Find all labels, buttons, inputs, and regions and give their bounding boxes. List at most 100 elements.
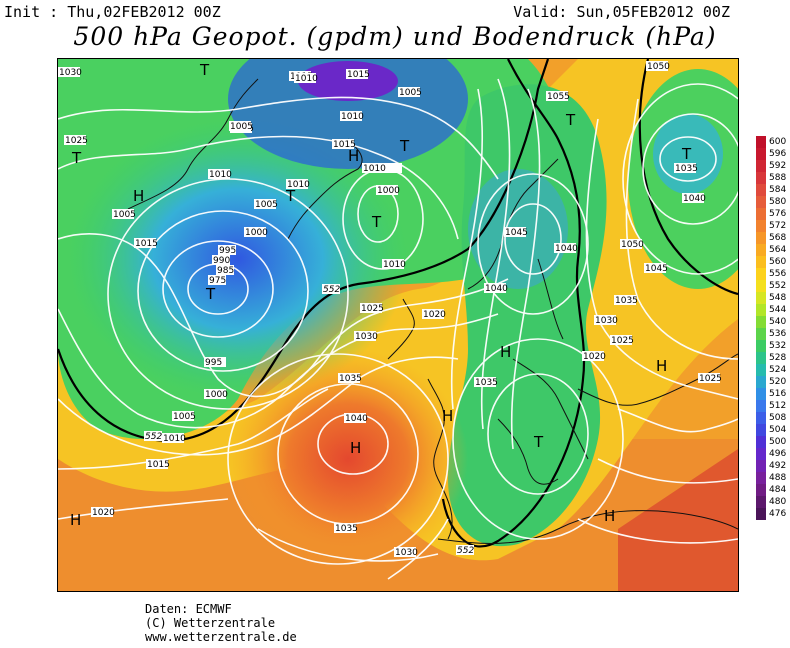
legend-swatch — [756, 460, 766, 472]
isobar-label: 1000 — [244, 227, 268, 238]
isobar-label: 1010 — [362, 163, 402, 174]
isobar-label: 1005 — [229, 121, 253, 132]
legend-level-label: 492 — [769, 461, 787, 471]
legend-swatch — [756, 268, 766, 280]
svg-text:1010: 1010 — [295, 74, 318, 84]
isobar-label: 1045 — [644, 263, 668, 274]
high-marker: H — [442, 407, 453, 425]
isobar-label: 1015 — [332, 139, 356, 150]
valid-time: Valid: Sun,05FEB2012 00Z — [513, 3, 730, 21]
svg-text:1025: 1025 — [611, 336, 634, 346]
isobar-label: 1015 — [134, 238, 158, 249]
credit-website: www.wetterzentrale.de — [145, 630, 297, 644]
low-markers: T T T T T T T T T — [71, 61, 692, 451]
high-marker: H — [70, 511, 81, 529]
svg-text:1030: 1030 — [59, 68, 82, 78]
isobar-label: 985 — [216, 265, 234, 276]
isobar-label: 1010 — [382, 259, 406, 270]
init-time: Init : Thu,02FEB2012 00Z — [4, 3, 221, 21]
svg-text:1055: 1055 — [547, 92, 570, 102]
isobar-label: 1020 — [582, 351, 606, 362]
svg-text:1015: 1015 — [147, 460, 170, 470]
svg-text:1005: 1005 — [113, 210, 136, 220]
legend-level-label: 552 — [769, 281, 787, 291]
isobar-label: 1055 — [546, 91, 570, 102]
legend-swatch — [756, 184, 766, 196]
isobar-label: 1030 — [594, 315, 618, 326]
legend-level-label: 572 — [769, 221, 787, 231]
legend-swatch — [756, 400, 766, 412]
isobar-label: 1010 — [208, 169, 232, 180]
svg-text:1035: 1035 — [335, 524, 358, 534]
legend-swatch — [756, 424, 766, 436]
isobar-label: 1035 — [674, 163, 698, 174]
svg-text:1025: 1025 — [65, 136, 88, 146]
low-marker: T — [205, 285, 216, 303]
credit-data-source: Daten: ECMWF — [145, 602, 232, 616]
svg-text:1025: 1025 — [361, 304, 384, 314]
svg-text:1035: 1035 — [475, 378, 498, 388]
legend-level-label: 560 — [769, 257, 787, 267]
cold-core-purple — [298, 61, 398, 101]
isobars — [58, 78, 738, 580]
svg-text:1035: 1035 — [339, 374, 362, 384]
legend-swatch — [756, 172, 766, 184]
legend-level-label: 580 — [769, 197, 787, 207]
isobar-label: 1045 — [504, 227, 528, 238]
svg-text:995: 995 — [219, 246, 236, 256]
high-marker: H — [348, 147, 359, 165]
high-markers: H H H H H H H H H — [70, 147, 667, 529]
se-warm-core — [618, 449, 738, 591]
isobar-label: 1040 — [682, 193, 706, 204]
isobar-label: 975 — [208, 275, 226, 286]
low-marker: T — [199, 61, 210, 79]
legend-level-label: 476 — [769, 509, 787, 519]
legend-swatch — [756, 328, 766, 340]
legend-swatch — [756, 256, 766, 268]
svg-text:1015: 1015 — [347, 70, 370, 80]
legend-level-label: 508 — [769, 413, 787, 423]
svg-text:1040: 1040 — [555, 244, 578, 254]
isobar-label: 1000 — [204, 389, 228, 400]
legend-level-label: 564 — [769, 245, 787, 255]
europe-trough — [448, 84, 607, 547]
isobar-label: 1050 — [646, 61, 670, 72]
svg-text:1010: 1010 — [209, 170, 232, 180]
legend-swatch — [756, 232, 766, 244]
legend-level-label: 500 — [769, 437, 787, 447]
isohypse-552-ne — [638, 59, 738, 296]
low-marker: T — [371, 213, 382, 231]
isobar-label: 1015 — [146, 459, 170, 470]
isobar-label: 1040 — [484, 283, 508, 294]
svg-text:1005: 1005 — [173, 412, 196, 422]
svg-text:552: 552 — [323, 285, 340, 295]
isobar-label: 1040 — [344, 413, 368, 424]
isohypse-552-east — [441, 59, 586, 548]
isobar-label: 1010 — [286, 179, 310, 190]
legend-level-label: 548 — [769, 293, 787, 303]
legend-level-label: 600 — [769, 137, 787, 147]
svg-text:1045: 1045 — [505, 228, 528, 238]
cold-core-iceland — [68, 119, 408, 399]
svg-text:1010: 1010 — [287, 180, 310, 190]
legend-level-label: 488 — [769, 473, 787, 483]
legend-level-label: 516 — [769, 389, 787, 399]
isobar-label: 1030 — [594, 315, 618, 326]
legend-level-label: 540 — [769, 317, 787, 327]
isobar-label: 1030 — [58, 67, 82, 78]
isohypse-label: 552 — [456, 545, 474, 556]
svg-text:985: 985 — [217, 266, 234, 276]
isobar-label: 1035 — [474, 377, 498, 388]
isobar-label: 1040 — [554, 243, 578, 254]
legend-swatch — [756, 304, 766, 316]
legend-level-label: 484 — [769, 485, 787, 495]
high-marker: H — [500, 343, 511, 361]
legend-level-label: 592 — [769, 161, 787, 171]
isobar-label: 1025 — [64, 135, 88, 146]
legend-swatch — [756, 376, 766, 388]
legend-level-label: 584 — [769, 185, 787, 195]
svg-text:1020: 1020 — [583, 352, 606, 362]
high-marker: H — [604, 507, 615, 525]
warm-core-azores — [228, 349, 468, 569]
legend-swatch — [756, 436, 766, 448]
